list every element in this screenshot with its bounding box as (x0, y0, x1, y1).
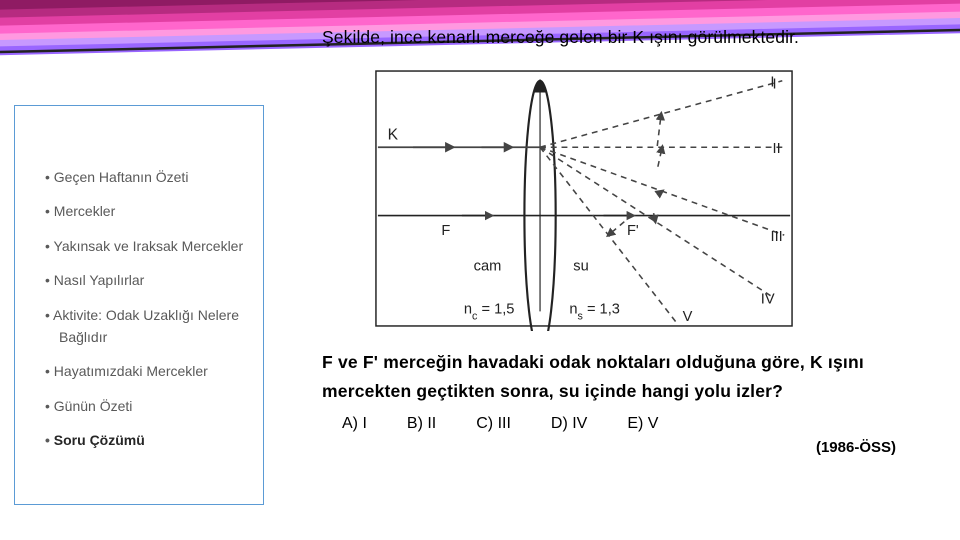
agenda-item: Soru Çözümü (45, 423, 253, 457)
agenda-sidebar: Geçen Haftanın ÖzetiMerceklerYakınsak ve… (14, 105, 264, 505)
svg-text:F': F' (627, 223, 639, 239)
agenda-list: Geçen Haftanın ÖzetiMerceklerYakınsak ve… (45, 160, 253, 458)
svg-text:ns = 1,3: ns = 1,3 (569, 301, 620, 322)
question-body: F ve F' merceğin havadaki odak noktaları… (322, 348, 940, 408)
svg-text:V: V (683, 309, 693, 325)
svg-text:IV: IV (761, 291, 775, 307)
agenda-item: Mercekler (45, 194, 253, 228)
answer-option: C) III (476, 415, 511, 433)
question-source: (1986-ÖSS) (304, 439, 896, 456)
question-intro: Şekilde, ince kenarlı merceğe gelen bir … (322, 25, 940, 50)
svg-text:F: F (441, 223, 450, 239)
agenda-item: Hayatımızdaki Mercekler (45, 354, 253, 388)
answer-option: B) II (407, 415, 436, 433)
svg-text:I: I (773, 76, 777, 92)
agenda-item: Geçen Haftanın Özeti (45, 160, 253, 194)
answer-option: D) IV (551, 415, 587, 433)
svg-text:su: su (573, 258, 588, 274)
svg-text:nc = 1,5: nc = 1,5 (464, 301, 515, 322)
question-content: Şekilde, ince kenarlı merceğe gelen bir … (264, 60, 960, 540)
answer-option: A) I (342, 415, 367, 433)
answer-options: A) I B) II C) III D) IV E) V (342, 415, 940, 433)
lens-diagram: FF'KIsucamnc = 1,5ns = 1,3IIIIIIIVV (374, 66, 794, 331)
answer-option: E) V (627, 415, 658, 433)
svg-text:K: K (388, 126, 399, 143)
agenda-item: Günün Özeti (45, 389, 253, 423)
svg-text:III: III (771, 228, 783, 244)
svg-text:II: II (773, 141, 781, 157)
svg-text:cam: cam (474, 258, 502, 274)
agenda-item: Nasıl Yapılırlar (45, 263, 253, 297)
agenda-item: Yakınsak ve Iraksak Mercekler (45, 229, 253, 263)
agenda-item: Aktivite: Odak Uzaklığı Nelere Bağlıdır (45, 298, 253, 355)
